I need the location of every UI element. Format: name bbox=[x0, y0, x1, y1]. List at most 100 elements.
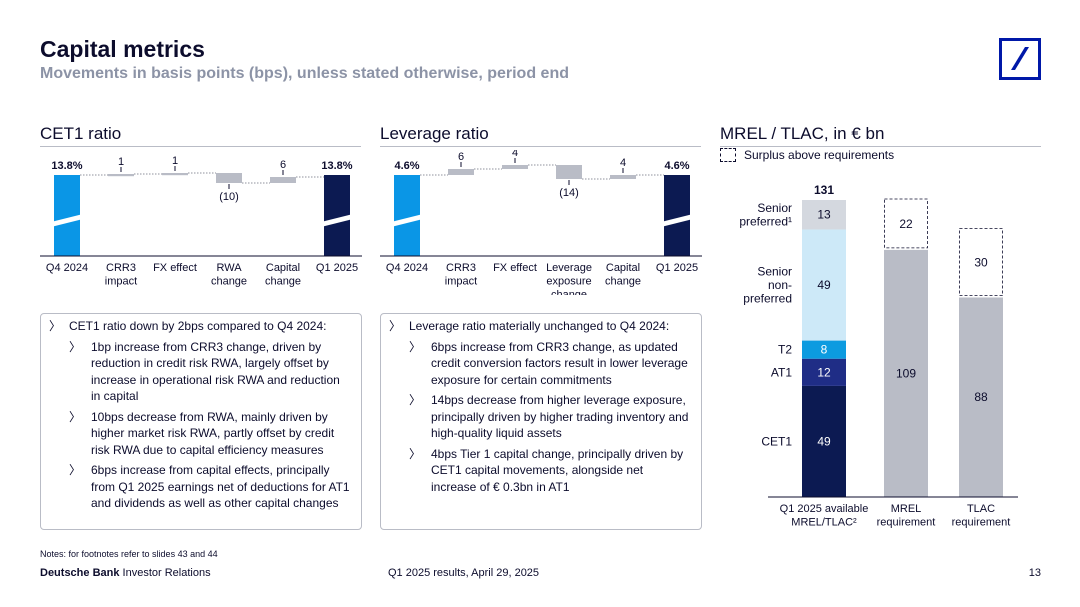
cet1-bar-2 bbox=[162, 173, 188, 176]
available-segment-2 bbox=[802, 340, 846, 359]
leverage-bullet-2: 〉 14bps decrease from higher leverage ex… bbox=[381, 392, 691, 442]
chevron-right-icon: 〉 bbox=[69, 409, 82, 424]
cet1-value-label-4: 6 bbox=[280, 159, 286, 171]
leverage-axis-break-5 bbox=[661, 214, 693, 227]
leverage-category-label-5: Q1 2025 bbox=[656, 262, 698, 274]
mrel-section-title: MREL / TLAC, in € bn bbox=[720, 124, 1041, 147]
leverage-bullet-2-text: 14bps decrease from higher leverage expo… bbox=[431, 393, 689, 440]
chevron-right-icon: 〉 bbox=[389, 319, 402, 333]
chevron-right-icon: 〉 bbox=[409, 446, 422, 461]
chevron-right-icon: 〉 bbox=[49, 319, 62, 333]
page-title: Capital metrics bbox=[40, 36, 205, 62]
cet1-commentary-box: 〉 CET1 ratio down by 2bps compared to Q4… bbox=[40, 313, 362, 530]
stack-label-1: AT1 bbox=[771, 365, 792, 379]
footer-brand: Deutsche Bank Investor Relations bbox=[40, 567, 211, 579]
leverage-headline-text: Leverage ratio materially unchanged to Q… bbox=[409, 319, 670, 333]
cet1-bar-5 bbox=[324, 175, 350, 256]
stack-label-3: Senior non-preferred bbox=[743, 264, 792, 305]
leverage-category-label-1: CRR3 impact bbox=[445, 262, 477, 288]
cet1-axis-break-0 bbox=[51, 214, 83, 227]
leverage-axis-break-0 bbox=[391, 214, 423, 227]
cet1-bar-4 bbox=[270, 177, 296, 183]
leverage-category-label-2: FX effect bbox=[493, 262, 537, 274]
footer-brand-rest: Investor Relations bbox=[119, 567, 211, 579]
leverage-value-label-3: (14) bbox=[559, 187, 579, 199]
cet1-category-label-0: Q4 2024 bbox=[46, 262, 88, 274]
cet1-bullet-1-text: 1bp increase from CRR3 change, driven by… bbox=[91, 339, 340, 404]
page-number: 13 bbox=[1028, 567, 1041, 579]
mrel-category-label-0: Q1 2025 available MREL/TLAC² bbox=[780, 503, 869, 529]
leverage-waterfall-chart: 4.6% 6 4 (14) 4 4.6% Q4 2024 CRR3 impact FX effec… bbox=[380, 150, 702, 295]
leverage-commentary-box: 〉 Leverage ratio materially unchanged to… bbox=[380, 313, 702, 530]
cet1-section-title: CET1 ratio bbox=[40, 124, 361, 147]
leverage-bullet-3: 〉 4bps Tier 1 capital change, principall… bbox=[381, 446, 691, 496]
stack-label-0: CET1 bbox=[761, 434, 792, 448]
chevron-right-icon: 〉 bbox=[69, 463, 82, 477]
surplus-value-0: 22 bbox=[899, 217, 913, 231]
available-segment-value-3: 49 bbox=[817, 278, 831, 292]
available-segment-value-1: 12 bbox=[817, 365, 831, 379]
requirement-value-1: 88 bbox=[974, 390, 988, 404]
cet1-category-label-3: RWA change bbox=[211, 262, 247, 288]
available-segment-value-4: 13 bbox=[817, 208, 831, 222]
cet1-headline-text: CET1 ratio down by 2bps compared to Q4 2… bbox=[69, 319, 327, 333]
surplus-box-1 bbox=[959, 228, 1003, 296]
available-segment-1 bbox=[802, 358, 846, 386]
stack-label-2: T2 bbox=[778, 343, 792, 357]
cet1-bar-3 bbox=[216, 173, 242, 183]
cet1-headline: 〉 CET1 ratio down by 2bps compared to Q4… bbox=[41, 318, 351, 335]
requirement-bar-0 bbox=[884, 249, 928, 497]
leverage-value-label-5: 4.6% bbox=[664, 160, 689, 172]
surplus-value-1: 30 bbox=[974, 255, 988, 269]
leverage-bar-2 bbox=[502, 165, 528, 169]
leverage-bar-3 bbox=[556, 165, 582, 179]
deutsche-bank-logo-icon bbox=[999, 38, 1041, 80]
cet1-bar-0 bbox=[54, 175, 80, 256]
chevron-right-icon: 〉 bbox=[409, 393, 422, 407]
requirement-value-0: 109 bbox=[896, 366, 916, 380]
leverage-bar-0 bbox=[394, 175, 420, 256]
mrel-category-label-1: MREL requirement bbox=[877, 503, 936, 529]
leverage-value-label-2: 4 bbox=[512, 150, 518, 159]
leverage-value-label-4: 4 bbox=[620, 157, 626, 169]
leverage-bullet-1: 〉 6bps increase from CRR3 change, as upd… bbox=[381, 339, 691, 389]
available-total-label: 131 bbox=[814, 183, 834, 197]
surplus-box-0 bbox=[884, 198, 928, 249]
mrel-tlac-chart: 49 CET1 12 AT1 8 T2 49 Senior non-preferred 13 Sen… bbox=[739, 183, 1018, 529]
cet1-bullet-1: 〉 1bp increase from CRR3 change, driven … bbox=[41, 339, 351, 405]
available-segment-0 bbox=[802, 385, 846, 497]
chevron-right-icon: 〉 bbox=[409, 339, 422, 354]
leverage-bullet-1-text: 6bps increase from CRR3 change, as updat… bbox=[431, 339, 688, 387]
cet1-category-label-1: CRR3 impact bbox=[105, 262, 137, 288]
cet1-bullet-2-text: 10bps decrease from RWA, mainly driven b… bbox=[91, 409, 335, 457]
cet1-value-label-0: 13.8% bbox=[51, 160, 82, 172]
leverage-bar-4 bbox=[610, 175, 636, 179]
footer-event: Q1 2025 results, April 29, 2025 bbox=[388, 567, 540, 579]
leverage-bar-5 bbox=[664, 175, 690, 256]
leverage-value-label-1: 6 bbox=[458, 151, 464, 163]
cet1-value-label-5: 13.8% bbox=[321, 160, 352, 172]
leverage-category-label-0: Q4 2024 bbox=[386, 262, 428, 274]
stack-label-4: Senior preferred¹ bbox=[739, 201, 792, 229]
available-segment-3 bbox=[802, 229, 846, 341]
leverage-bullet-3-text: 4bps Tier 1 capital change, principally … bbox=[431, 446, 684, 494]
leverage-headline: 〉 Leverage ratio materially unchanged to… bbox=[381, 318, 691, 335]
leverage-category-label-4: Capital change bbox=[605, 262, 641, 288]
cet1-value-label-1: 1 bbox=[118, 156, 124, 168]
footnotes: Notes: for footnotes refer to slides 43 … bbox=[40, 549, 218, 559]
mrel-category-label-2: TLAC requirement bbox=[952, 503, 1011, 529]
cet1-waterfall-chart: 13.8% 1 1 (10) 6 13.8% Q4 2024 CRR3 impact FX eff… bbox=[40, 155, 362, 288]
leverage-section-title: Leverage ratio bbox=[380, 124, 701, 147]
cet1-bar-1 bbox=[108, 174, 134, 177]
requirement-bar-1 bbox=[959, 297, 1003, 497]
surplus-legend-label: Surplus above requirements bbox=[744, 148, 895, 162]
cet1-category-label-5: Q1 2025 bbox=[316, 262, 358, 274]
available-segment-value-0: 49 bbox=[817, 434, 831, 448]
surplus-legend: Surplus above requirements bbox=[720, 148, 894, 162]
cet1-bullet-3: 〉 6bps increase from capital effects, pr… bbox=[41, 462, 351, 512]
footer-brand-bold: Deutsche Bank bbox=[40, 567, 120, 579]
cet1-bullet-2: 〉 10bps decrease from RWA, mainly driven… bbox=[41, 409, 351, 459]
leverage-bar-1 bbox=[448, 169, 474, 175]
cet1-value-label-3: (10) bbox=[219, 191, 239, 203]
surplus-legend-swatch bbox=[720, 148, 736, 162]
